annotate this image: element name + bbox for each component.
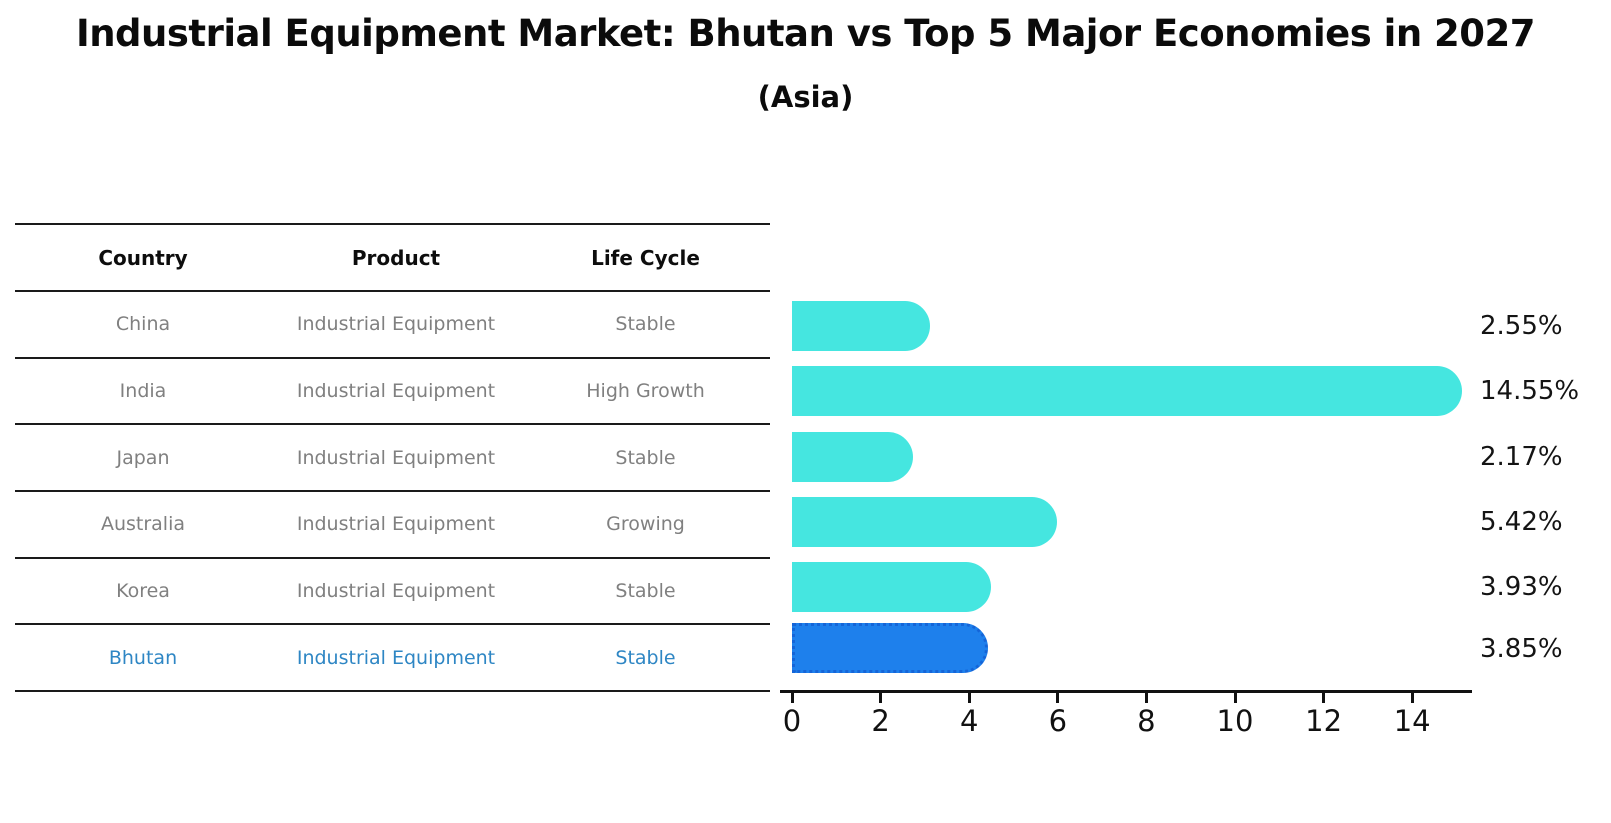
column-header-country: Country [98, 245, 188, 270]
country-cell: Bhutan [108, 646, 178, 669]
column-header-product: Product [351, 245, 441, 270]
x-tick-mark [1233, 693, 1237, 703]
bar-india [792, 366, 1462, 416]
lifecycle-cell: Stable [615, 646, 676, 669]
country-cell: Australia [100, 513, 186, 536]
x-tick-label: 6 [1048, 704, 1068, 738]
x-tick-label: 2 [871, 704, 890, 738]
product-cell: Industrial Equipment [296, 580, 496, 603]
x-tick-mark [1144, 693, 1148, 703]
country-cell: Korea [116, 580, 170, 603]
x-tick-mark [1410, 693, 1414, 703]
product-cell: Industrial Equipment [296, 446, 496, 469]
bar-australia [792, 497, 1058, 547]
table-row: India Industrial Equipment High Growth [15, 359, 770, 426]
page-title: Industrial Equipment Market: Bhutan vs T… [75, 12, 1536, 55]
country-cell: China [115, 313, 171, 336]
x-tick-label: 14 [1393, 704, 1431, 738]
x-axis-line [780, 690, 1472, 693]
table-row: China Industrial Equipment Stable [15, 292, 770, 359]
table-row: Japan Industrial Equipment Stable [15, 425, 770, 493]
product-cell: Industrial Equipment [296, 380, 496, 403]
bar-korea [792, 562, 992, 612]
page-subtitle: (Asia) [757, 80, 854, 114]
x-tick-label: 12 [1305, 704, 1343, 738]
country-cell: India [119, 380, 167, 403]
column-header-lifecycle: Life Cycle [591, 245, 700, 270]
x-tick-mark [967, 693, 971, 703]
lifecycle-cell: Growing [606, 513, 685, 536]
lifecycle-cell: Stable [615, 446, 676, 469]
value-label-bhutan: 3.85% [1480, 634, 1563, 664]
product-cell: Industrial Equipment [296, 513, 496, 536]
x-tick-label: 8 [1137, 704, 1156, 738]
bar-bhutan-highlighted [792, 623, 988, 673]
product-cell: Industrial Equipment [296, 313, 496, 336]
bar-china [792, 301, 930, 351]
table-row-highlighted: Bhutan Industrial Equipment Stable [15, 625, 770, 693]
value-label-japan: 2.17% [1480, 442, 1563, 472]
bar-japan [792, 432, 914, 482]
table-header-row: Country Product Life Cycle [15, 225, 770, 292]
lifecycle-cell: High Growth [586, 380, 705, 403]
x-tick-mark [1322, 693, 1326, 703]
value-label-australia: 5.42% [1480, 507, 1563, 537]
lifecycle-cell: Stable [615, 580, 676, 603]
value-label-china: 2.55% [1480, 311, 1563, 341]
x-tick-label: 0 [782, 704, 802, 738]
x-tick-mark [879, 693, 883, 703]
lifecycle-cell: Stable [615, 313, 676, 336]
x-tick-mark [1056, 693, 1060, 703]
x-tick-label: 4 [959, 704, 979, 738]
value-label-india: 14.55% [1480, 376, 1580, 406]
product-cell: Industrial Equipment [296, 646, 496, 669]
value-label-korea: 3.93% [1480, 572, 1563, 602]
country-table: Country Product Life Cycle China Industr… [15, 223, 770, 693]
x-tick-mark [790, 693, 794, 703]
country-cell: Japan [116, 446, 170, 469]
table-row: Australia Industrial Equipment Growing [15, 492, 770, 559]
x-tick-label: 10 [1216, 704, 1254, 738]
table-row: Korea Industrial Equipment Stable [15, 559, 770, 626]
